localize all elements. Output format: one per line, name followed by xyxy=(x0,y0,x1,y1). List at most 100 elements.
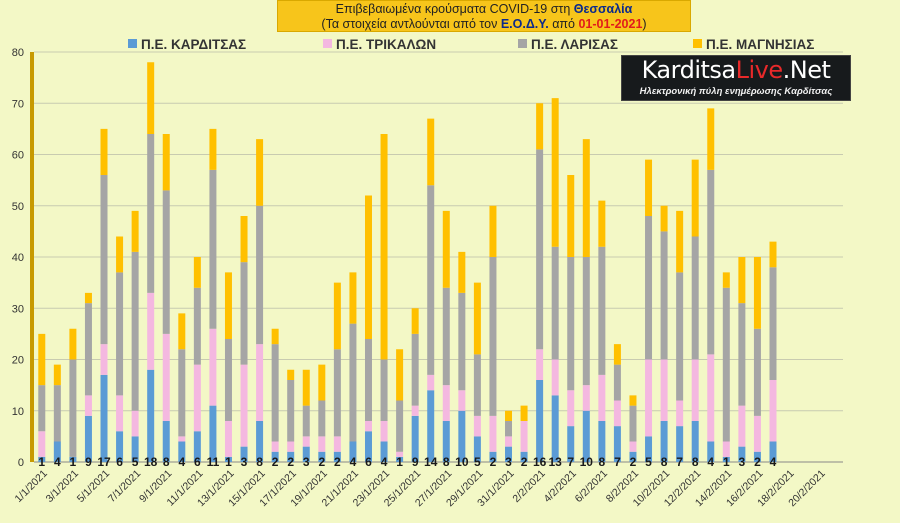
bar-segment xyxy=(473,354,481,416)
bar-segment xyxy=(287,441,295,452)
y-tick-label: 30 xyxy=(12,303,24,315)
bar-segment xyxy=(738,446,746,462)
bar-segment xyxy=(691,236,699,360)
bar-segment xyxy=(380,134,388,360)
data-label: 6 xyxy=(116,455,123,469)
data-label: 4 xyxy=(770,455,777,469)
bar-segment xyxy=(193,257,201,288)
data-label: 18 xyxy=(144,455,158,469)
bar-segment xyxy=(769,380,777,442)
data-label: 8 xyxy=(256,455,263,469)
bar-segment xyxy=(660,231,668,360)
bar-segment xyxy=(629,441,637,452)
bar-segment xyxy=(333,349,341,437)
bar-segment xyxy=(100,344,108,375)
bar-segment xyxy=(302,446,310,462)
data-label: 1 xyxy=(396,455,403,469)
bar-segment xyxy=(598,421,606,462)
bar-segment xyxy=(147,134,155,293)
bar-segment xyxy=(411,415,419,462)
bar-segment xyxy=(458,410,466,462)
bar-segment xyxy=(567,426,575,462)
bar-segment xyxy=(193,287,201,365)
bar-segment xyxy=(333,451,341,462)
bar-segment xyxy=(458,390,466,411)
bar-segment xyxy=(629,405,637,442)
x-tick-label: 2/2/2021 xyxy=(510,468,547,505)
bar-segment xyxy=(722,272,730,288)
bar-segment xyxy=(582,257,590,386)
bar-segment xyxy=(645,159,653,216)
bar-segment xyxy=(116,272,124,396)
subtitle-mid: από xyxy=(548,17,579,31)
bar-segment xyxy=(473,436,481,462)
bar-segment xyxy=(551,395,559,462)
bar-segment xyxy=(660,205,668,232)
bar-segment xyxy=(753,415,761,452)
x-tick-label: 1/1/2021 xyxy=(13,468,50,505)
bar-segment xyxy=(100,175,108,345)
bar-segment xyxy=(536,149,544,350)
bar-segment xyxy=(302,405,310,437)
bar-segment xyxy=(53,385,61,442)
bar-segment xyxy=(318,451,326,462)
bar-segment xyxy=(676,272,684,401)
bar-segment xyxy=(660,421,668,462)
y-tick-label: 50 xyxy=(12,201,24,213)
bar-segment xyxy=(660,359,668,421)
data-label: 13 xyxy=(549,455,563,469)
bar-segment xyxy=(131,210,139,252)
bar-segment xyxy=(147,62,155,134)
bar-segment xyxy=(505,410,513,421)
data-label: 4 xyxy=(350,455,357,469)
bar-segment xyxy=(100,128,108,175)
bar-segment xyxy=(551,98,559,247)
bar-segment xyxy=(520,451,528,462)
logo-brand-b: Live xyxy=(735,56,784,84)
chart-subtitle: (Τα στοιχεία αντλούνται από τον Ε.Ο.Δ.Υ.… xyxy=(278,17,690,32)
bar-segment xyxy=(364,195,372,339)
bar-segment xyxy=(178,441,186,462)
bar-segment xyxy=(271,441,279,452)
bar-segment xyxy=(240,446,248,462)
data-label: 9 xyxy=(412,455,419,469)
bar-segment xyxy=(489,205,497,257)
bar-segment xyxy=(38,456,46,462)
bar-segment xyxy=(753,451,761,462)
bar-segment xyxy=(162,333,170,421)
bar-segment xyxy=(411,333,419,406)
bar-segment xyxy=(551,246,559,360)
data-label: 5 xyxy=(645,455,652,469)
data-label: 2 xyxy=(490,455,497,469)
legend-swatch xyxy=(323,39,332,48)
bar-segment xyxy=(629,395,637,406)
bar-segment xyxy=(240,216,248,263)
bar-segment xyxy=(629,451,637,462)
bar-segment xyxy=(536,380,544,462)
bar-segment xyxy=(396,451,404,457)
bar-segment xyxy=(442,287,450,386)
bar-segment xyxy=(178,313,186,350)
bar-segment xyxy=(364,339,372,421)
bar-segment xyxy=(505,446,513,462)
bar-segment xyxy=(645,216,653,360)
bar-segment xyxy=(613,344,621,365)
bar-segment xyxy=(598,200,606,247)
bar-segment xyxy=(769,441,777,462)
bar-segment xyxy=(256,344,264,421)
bar-segment xyxy=(38,385,46,432)
bar-segment xyxy=(691,159,699,237)
bar-segment xyxy=(582,139,590,257)
bar-segment xyxy=(722,287,730,442)
data-label: 6 xyxy=(365,455,372,469)
bar-segment xyxy=(209,169,217,329)
subtitle-date: 01-01-2021 xyxy=(578,17,643,31)
bar-segment xyxy=(380,359,388,421)
bar-segment xyxy=(427,185,435,375)
karditsalive-logo: KarditsaLive.Net Ηλεκτρονική πύλη ενημέρ… xyxy=(621,55,851,101)
bar-segment xyxy=(567,175,575,257)
bar-segment xyxy=(131,251,139,411)
data-label: 6 xyxy=(194,455,201,469)
bar-segment xyxy=(691,421,699,462)
data-label: 2 xyxy=(630,455,637,469)
